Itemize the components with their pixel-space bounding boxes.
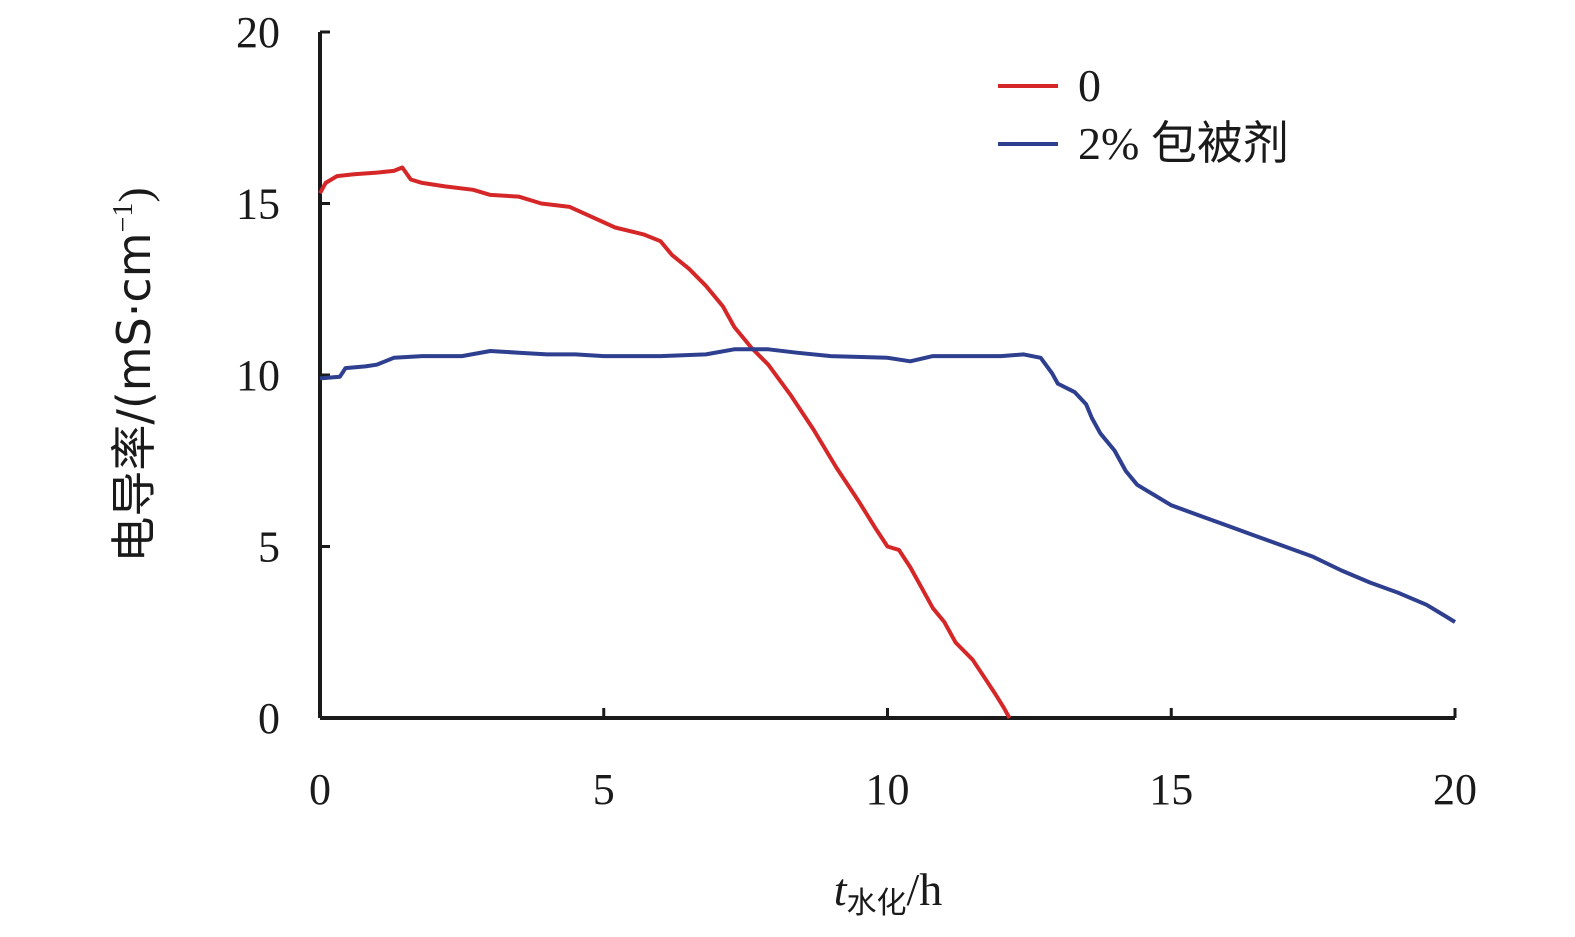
y-axis-close: ) [109,187,160,202]
x-axis-title: t水化/h [834,864,943,921]
y-tick-label: 5 [258,523,280,572]
y-tick-label: 20 [236,8,280,57]
x-axis-symbol: t [834,864,848,915]
y-tick-label: 0 [258,694,280,743]
x-tick-label: 0 [309,765,331,814]
legend-label-0: 0 [1078,60,1101,111]
x-axis-unit: /h [907,864,943,915]
series-line-1 [319,347,1457,624]
series-layer [318,165,1457,719]
y-tick-label: 15 [236,180,280,229]
ticks: 0 5 10 15 20 0 5 10 15 20 [236,8,1477,814]
y-tick-label: 10 [236,351,280,400]
x-tick-label: 20 [1433,765,1477,814]
x-tick-label: 10 [866,765,910,814]
y-axis-superscript: −1 [108,203,139,233]
x-axis-subscript: 水化 [847,886,907,921]
legend-label-1: 2% 包被剂 [1078,118,1289,169]
x-tick-label: 15 [1149,765,1193,814]
y-axis-text: 电导率/(mS·cm [107,232,161,562]
series-line-0 [318,165,1012,719]
y-axis-title: 电导率/(mS·cm−1) [107,187,161,562]
x-tick-label: 5 [593,765,615,814]
legend: 0 2% 包被剂 [998,60,1289,169]
